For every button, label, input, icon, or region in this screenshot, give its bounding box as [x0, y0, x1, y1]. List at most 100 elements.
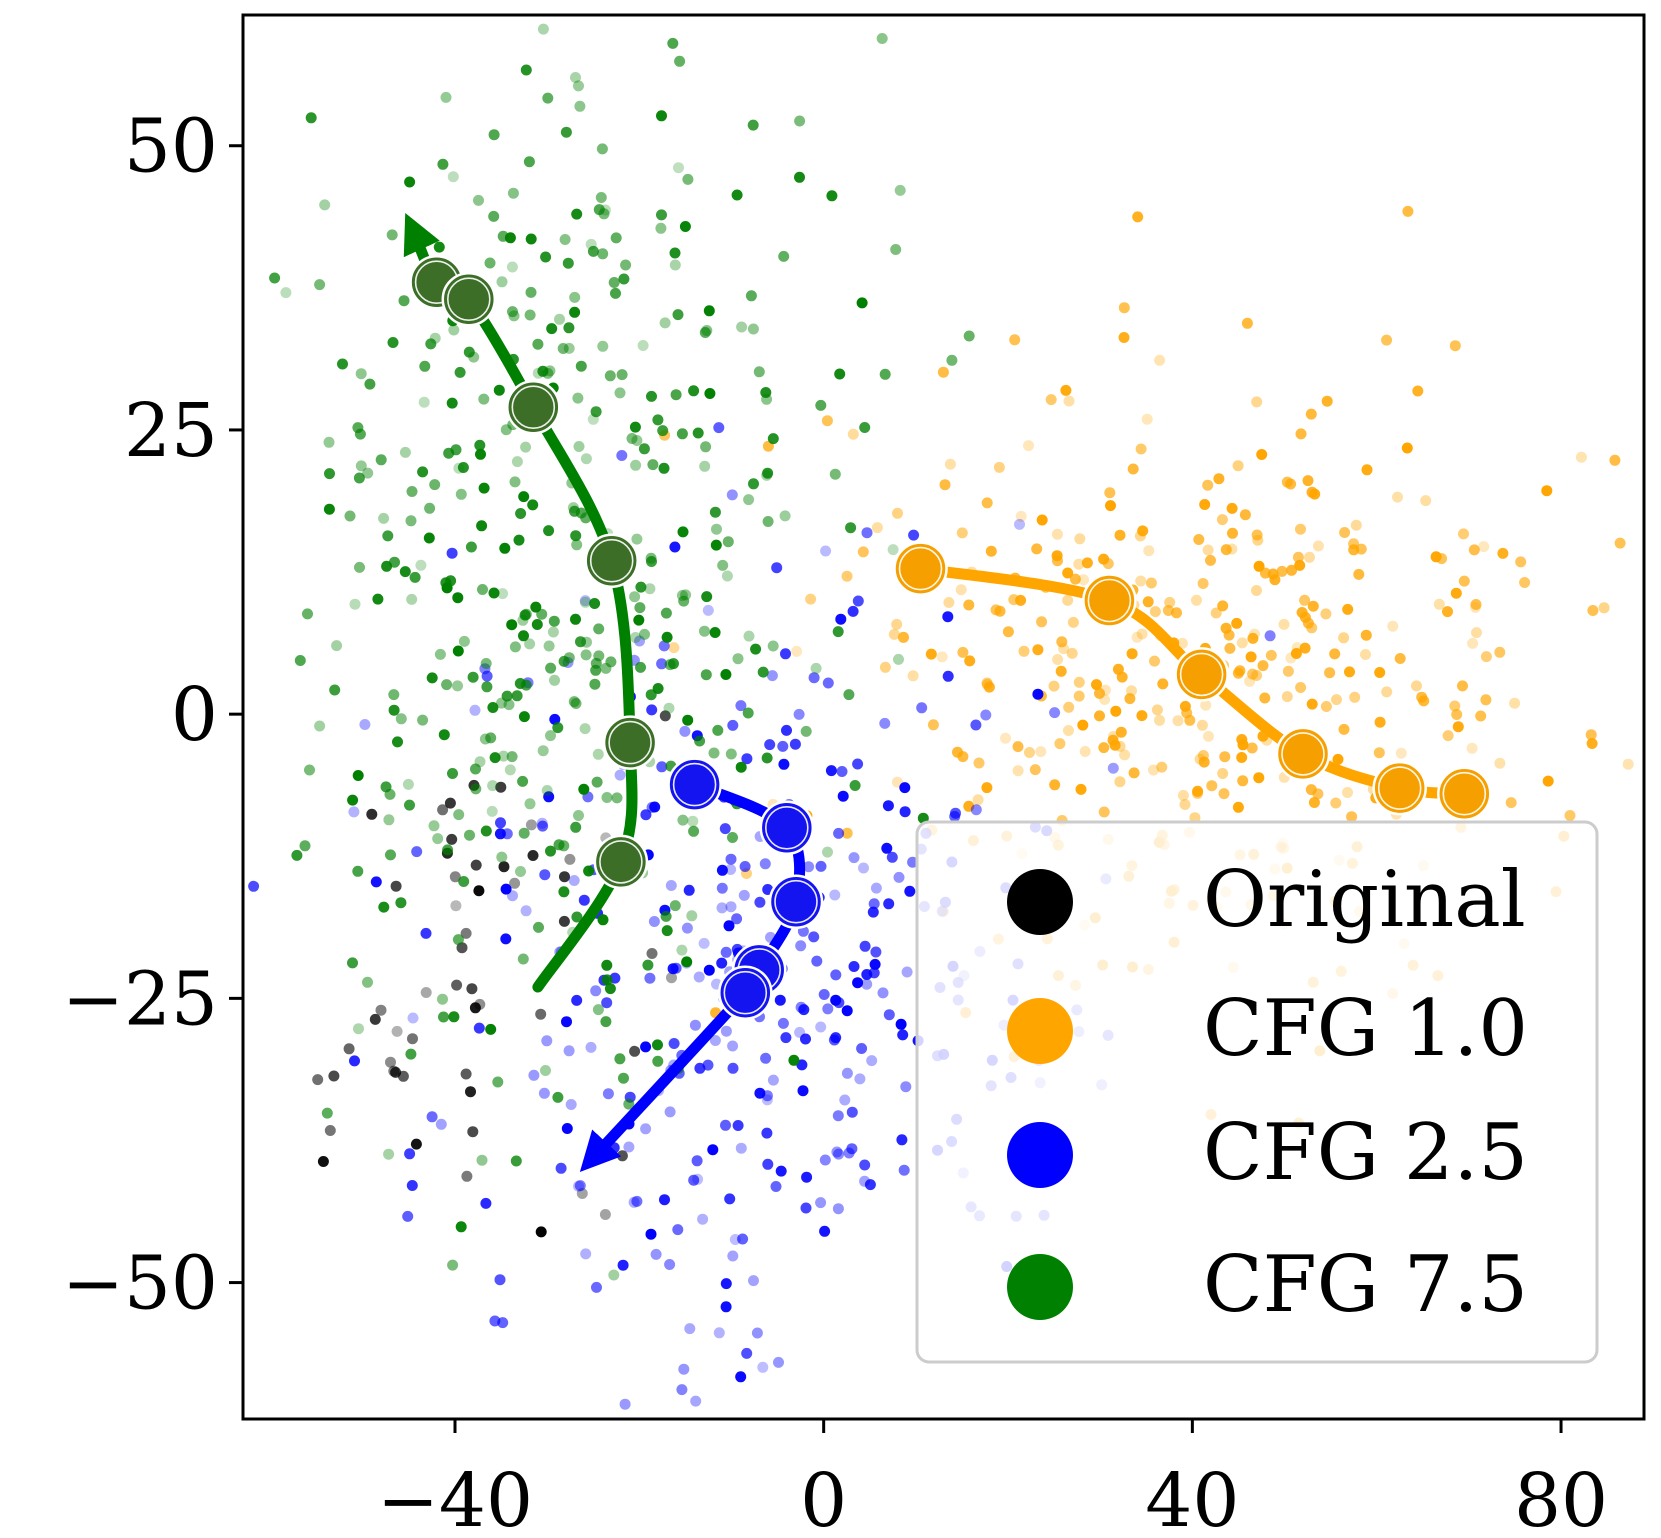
scatter-point: [314, 279, 326, 291]
trajectory-marker-ring: [511, 385, 556, 430]
scatter-point: [504, 232, 516, 244]
scatter-point: [487, 780, 499, 792]
trajectory-marker: [1082, 573, 1137, 628]
scatter-point: [1494, 646, 1506, 658]
scatter-point: [1430, 551, 1442, 563]
trajectory-marker: [759, 800, 815, 856]
scatter-point: [631, 1195, 643, 1207]
scatter-point: [1179, 799, 1191, 810]
scatter-point: [800, 1033, 811, 1045]
scatter-point: [481, 670, 493, 682]
scatter-point: [766, 670, 778, 682]
scatter-point: [631, 533, 643, 545]
scatter-point: [369, 1013, 381, 1025]
scatter-point: [563, 1045, 575, 1057]
scatter-point: [1232, 801, 1244, 813]
scatter-point: [364, 378, 376, 390]
scatter-point: [678, 1363, 690, 1375]
scatter-point: [720, 1301, 732, 1313]
scatter-point: [667, 37, 679, 49]
scatter-point: [1217, 600, 1229, 612]
scatter-point: [595, 192, 607, 203]
scatter-point: [474, 756, 486, 768]
scatter-point: [417, 466, 429, 478]
scatter-point: [554, 313, 565, 325]
scatter-point: [673, 162, 684, 174]
trajectory-marker-ring: [1377, 766, 1422, 810]
scatter-point: [1149, 655, 1160, 667]
scatter-point: [384, 788, 396, 800]
legend-label-original: Original: [1203, 855, 1526, 945]
scatter-point: [1184, 714, 1196, 726]
scatter-point: [815, 860, 827, 872]
scatter-point: [415, 559, 427, 571]
scatter-point: [511, 690, 523, 702]
scatter-point: [495, 781, 507, 793]
scatter-point: [443, 447, 455, 459]
scatter-point: [901, 966, 913, 978]
scatter-point: [569, 291, 581, 303]
scatter-point: [1541, 485, 1553, 497]
scatter-point: [895, 1018, 907, 1030]
scatter-point: [575, 360, 587, 372]
scatter-point: [406, 1180, 418, 1191]
scatter-series-cfg-7-5: [269, 23, 975, 1281]
scatter-point: [1475, 710, 1487, 722]
scatter-point: [1519, 577, 1531, 588]
scatter-point: [1295, 428, 1307, 440]
scatter-point: [1304, 551, 1315, 563]
scatter-point: [677, 814, 689, 826]
scatter-point: [388, 689, 400, 701]
legend-item-cfg-2-5: CFG 2.5: [1007, 1108, 1528, 1198]
scatter-point: [725, 901, 737, 913]
scatter-point: [795, 1001, 807, 1013]
scatter-point: [760, 1052, 772, 1064]
scatter-point: [735, 1371, 747, 1383]
scatter-point: [1381, 334, 1393, 346]
legend-item-cfg-1-0: CFG 1.0: [1007, 984, 1528, 1074]
scatter-point: [1107, 762, 1119, 774]
scatter-point: [868, 898, 880, 910]
scatter-point: [936, 651, 948, 663]
scatter-point: [1105, 500, 1116, 512]
scatter-point: [506, 619, 518, 631]
scatter-point: [555, 1162, 567, 1174]
scatter-point: [452, 592, 464, 604]
scatter-point: [797, 1085, 809, 1097]
scatter-point: [635, 581, 647, 593]
scatter-point: [1066, 647, 1078, 659]
scatter-point: [793, 708, 805, 720]
scatter-point: [1069, 573, 1081, 585]
scatter-point: [520, 64, 532, 76]
scatter-point: [898, 631, 910, 643]
scatter-point: [390, 880, 402, 892]
scatter-point: [473, 194, 484, 206]
scatter-point: [846, 1106, 858, 1118]
scatter-point: [642, 959, 654, 971]
scatter-point: [907, 670, 919, 682]
legend-marker-cfg-7-5: [1007, 1254, 1073, 1320]
y-axis-ticks: 50 25 0 −25 −50: [62, 104, 243, 1327]
scatter-point: [644, 583, 656, 595]
scatter-point: [440, 91, 452, 103]
scatter-point: [669, 259, 681, 271]
scatter-point: [1000, 732, 1011, 744]
scatter-point: [617, 1259, 629, 1271]
scatter-point: [1348, 538, 1360, 550]
scatter-point: [1141, 413, 1153, 425]
scatter-point: [735, 1142, 747, 1154]
scatter-point: [1458, 528, 1469, 540]
scatter-point: [552, 1091, 564, 1103]
scatter-point: [391, 1025, 403, 1037]
scatter-point: [518, 491, 530, 503]
scatter-point: [489, 752, 501, 764]
scatter-point: [644, 972, 656, 984]
scatter-point: [498, 750, 509, 762]
scatter-point: [515, 866, 526, 877]
scatter-point: [682, 173, 694, 185]
scatter-point: [738, 889, 750, 901]
scatter-point: [950, 807, 961, 819]
scatter-point: [545, 730, 556, 742]
scatter-point: [701, 325, 713, 336]
scatter-point: [1192, 787, 1203, 799]
